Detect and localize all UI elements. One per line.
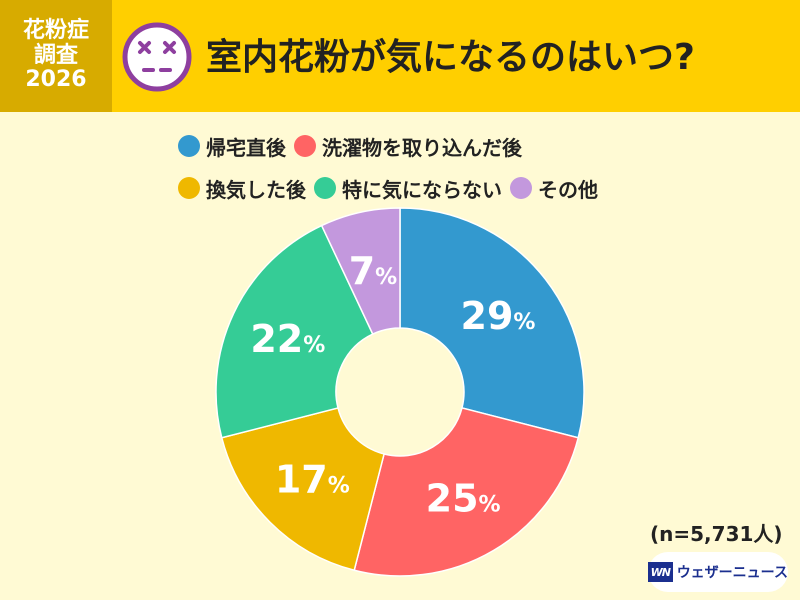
legend-swatch-kitaku bbox=[178, 135, 200, 157]
brand-name: ウェザーニュース bbox=[676, 565, 788, 581]
legend-item-sonota: その他 bbox=[510, 174, 598, 203]
badge-line-3: 2026 bbox=[25, 67, 87, 93]
brand-mark: WN bbox=[648, 562, 673, 582]
legend-swatch-sentakumono bbox=[294, 135, 316, 157]
legend-swatch-kanki bbox=[178, 177, 200, 199]
donut-chart: 29% 25% 17% 22% 7% bbox=[215, 207, 585, 577]
badge-line-1: 花粉症 bbox=[22, 18, 89, 44]
legend-label-sonota: その他 bbox=[538, 177, 598, 202]
survey-badge: 花粉症 調査 2026 bbox=[0, 0, 112, 112]
legend-item-kinishinai: 特に気にならない bbox=[314, 174, 502, 203]
data-label-sonota: 7% bbox=[349, 249, 398, 293]
header-bar: 花粉症 調査 2026 室内花粉が気になるのはいつ? bbox=[0, 0, 800, 112]
chart-legend: 帰宅直後 洗濯物を取り込んだ後 換気した後 特に気にならない その他 bbox=[178, 128, 698, 212]
legend-item-sentakumono: 洗濯物を取り込んだ後 bbox=[294, 132, 522, 161]
data-label-kinishinai: 22% bbox=[250, 317, 325, 361]
data-label-kitaku: 29% bbox=[461, 294, 536, 338]
legend-label-kinishinai: 特に気にならない bbox=[342, 177, 502, 202]
slice-kanki bbox=[220, 407, 385, 572]
legend-label-kitaku: 帰宅直後 bbox=[206, 135, 286, 160]
legend-item-kitaku: 帰宅直後 bbox=[178, 132, 286, 161]
slice-sonota bbox=[320, 207, 401, 336]
legend-label-kanki: 換気した後 bbox=[206, 177, 306, 202]
legend-row-2: 換気した後 特に気にならない その他 bbox=[178, 170, 698, 206]
legend-swatch-sonota bbox=[510, 177, 532, 199]
legend-swatch-kinishinai bbox=[314, 177, 336, 199]
dizzy-face-icon bbox=[122, 22, 192, 92]
slice-kitaku bbox=[399, 207, 585, 439]
slice-sentakumono bbox=[353, 407, 580, 577]
badge-line-2: 調査 bbox=[33, 42, 78, 68]
legend-row-1: 帰宅直後 洗濯物を取り込んだ後 bbox=[178, 128, 698, 164]
data-label-sentakumono: 25% bbox=[426, 477, 501, 521]
weathernews-logo: WN ウェザーニュース bbox=[648, 552, 788, 592]
sample-size-note: (n=5,731人) bbox=[650, 522, 783, 546]
data-label-kanki: 17% bbox=[275, 458, 350, 502]
slice-kinishinai bbox=[215, 224, 374, 439]
legend-label-sentakumono: 洗濯物を取り込んだ後 bbox=[322, 135, 522, 160]
page-title: 室内花粉が気になるのはいつ? bbox=[206, 37, 695, 78]
legend-item-kanki: 換気した後 bbox=[178, 174, 306, 203]
